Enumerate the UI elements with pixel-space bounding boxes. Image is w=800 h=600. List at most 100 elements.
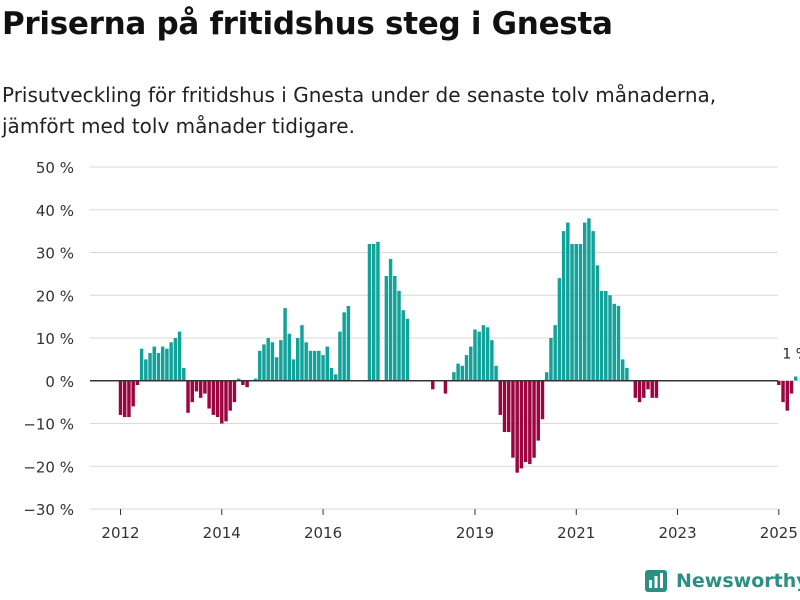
bar — [371, 243, 376, 381]
bar — [228, 380, 232, 411]
bar — [460, 365, 465, 381]
bar — [502, 380, 507, 433]
gridlines — [90, 166, 778, 510]
bar — [122, 380, 127, 418]
bars — [118, 218, 798, 473]
bar — [135, 380, 140, 386]
bar — [625, 367, 629, 381]
value-annotation: 1 % — [782, 346, 800, 362]
chart-title: Priserna på fritidshus steg i Gnesta — [2, 6, 613, 42]
bar — [612, 303, 616, 381]
bar — [494, 365, 498, 381]
y-tick-label: 0 % — [45, 373, 74, 391]
x-tick-label: 2019 — [456, 524, 494, 542]
bar — [637, 380, 642, 403]
bar — [397, 290, 401, 381]
labels: 50 % 40 % 30 % 20 % 10 % 0 % −10 % −20 % −30 % 20… — [23, 159, 800, 542]
y-tick-label: −20 % — [23, 458, 74, 476]
bar — [595, 265, 600, 381]
bar — [523, 380, 528, 462]
bar — [431, 380, 435, 390]
bar — [160, 346, 165, 381]
bar — [220, 380, 224, 424]
bar — [262, 344, 266, 381]
bar — [452, 372, 456, 381]
bar — [190, 380, 194, 403]
bar — [131, 380, 135, 407]
bar — [211, 380, 216, 415]
bar — [241, 380, 245, 386]
bar — [224, 380, 228, 422]
bar — [777, 380, 781, 386]
y-tick-label: 40 % — [36, 202, 74, 220]
bar — [266, 338, 270, 381]
bar — [464, 355, 469, 381]
bar — [325, 346, 330, 381]
bar — [287, 333, 292, 381]
bar — [608, 295, 612, 381]
bar — [118, 380, 123, 415]
bar — [152, 346, 156, 381]
bar — [127, 380, 131, 418]
bar — [333, 374, 338, 381]
bar — [245, 380, 249, 388]
brand-logo: Newsworthy — [644, 569, 800, 593]
y-tick-label: 50 % — [36, 159, 74, 177]
bar — [317, 350, 321, 381]
bar — [646, 380, 650, 390]
bar — [296, 338, 300, 381]
x-tick-label: 2023 — [658, 524, 696, 542]
bar — [274, 357, 279, 381]
bar — [198, 380, 203, 398]
x-tick-label: 2014 — [203, 524, 241, 542]
y-tick-label: −10 % — [23, 416, 74, 434]
brand-name: Newsworthy — [676, 570, 800, 592]
bar — [367, 243, 372, 381]
bar — [186, 380, 190, 413]
bar — [498, 380, 503, 415]
bar — [633, 380, 638, 398]
bar — [312, 350, 317, 381]
bar — [490, 340, 494, 381]
bar — [338, 331, 342, 381]
bar — [793, 376, 798, 381]
bar — [781, 380, 785, 403]
bar — [519, 380, 524, 469]
bar — [236, 378, 241, 381]
bar — [346, 305, 351, 381]
bar — [270, 342, 275, 381]
y-tick-label: 20 % — [36, 287, 74, 305]
bar — [388, 258, 393, 381]
bar — [300, 325, 304, 381]
bar — [169, 342, 173, 381]
x-tick-label: 2012 — [101, 524, 139, 542]
bar — [549, 338, 553, 381]
bar — [283, 308, 287, 381]
bar — [194, 380, 199, 392]
bar — [469, 346, 473, 381]
bar — [203, 380, 207, 394]
bar — [165, 348, 169, 381]
bar — [515, 380, 519, 473]
bar — [507, 380, 511, 433]
bar — [207, 380, 211, 409]
bar — [232, 380, 237, 403]
bar — [561, 231, 566, 381]
bar — [258, 350, 262, 381]
bar — [570, 243, 574, 381]
bar — [443, 380, 448, 394]
bar — [654, 380, 659, 398]
bar — [650, 380, 654, 398]
y-tick-label: 10 % — [36, 330, 74, 348]
bar — [156, 352, 161, 381]
bar — [304, 342, 308, 381]
y-tick-label: 30 % — [36, 245, 74, 263]
bar — [321, 355, 325, 381]
bar — [253, 378, 258, 381]
bar — [279, 340, 283, 381]
x-tick-label: 2021 — [557, 524, 595, 542]
bar — [578, 243, 583, 381]
bar — [329, 367, 334, 381]
bar — [405, 318, 410, 381]
bar — [384, 276, 389, 381]
